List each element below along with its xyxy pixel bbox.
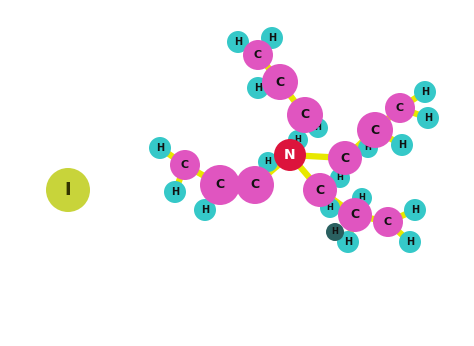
Circle shape — [287, 97, 323, 133]
Circle shape — [352, 188, 372, 208]
Text: H: H — [398, 140, 406, 150]
Text: H: H — [268, 33, 276, 43]
Circle shape — [262, 64, 298, 100]
Text: C: C — [340, 152, 349, 164]
Circle shape — [194, 199, 216, 221]
Circle shape — [373, 207, 403, 237]
Circle shape — [330, 168, 350, 188]
Text: H: H — [424, 113, 432, 123]
Text: H: H — [327, 203, 333, 212]
Circle shape — [288, 130, 308, 150]
Text: H: H — [411, 205, 419, 215]
Text: H: H — [254, 83, 262, 93]
Circle shape — [243, 40, 273, 70]
Text: N: N — [284, 148, 296, 162]
Text: H: H — [331, 228, 338, 237]
Text: H: H — [406, 237, 414, 247]
Circle shape — [391, 134, 413, 156]
Text: H: H — [365, 144, 372, 153]
Circle shape — [399, 231, 421, 253]
Circle shape — [326, 223, 344, 241]
Text: H: H — [421, 87, 429, 97]
Text: H: H — [156, 143, 164, 153]
Circle shape — [358, 138, 378, 158]
Text: H: H — [344, 237, 352, 247]
Circle shape — [338, 198, 372, 232]
Circle shape — [308, 118, 328, 138]
Circle shape — [200, 165, 240, 205]
Circle shape — [274, 139, 306, 171]
Circle shape — [261, 27, 283, 49]
Circle shape — [328, 141, 362, 175]
Text: C: C — [275, 75, 284, 89]
Text: H: H — [234, 37, 242, 47]
Circle shape — [337, 231, 359, 253]
Circle shape — [385, 93, 415, 123]
Circle shape — [417, 107, 439, 129]
Circle shape — [164, 181, 186, 203]
Text: C: C — [350, 209, 360, 221]
Text: C: C — [315, 183, 325, 197]
Text: H: H — [337, 173, 344, 182]
Text: H: H — [315, 124, 321, 133]
Text: C: C — [250, 179, 260, 191]
Text: C: C — [254, 50, 262, 60]
Circle shape — [357, 112, 393, 148]
Text: C: C — [216, 179, 225, 191]
Circle shape — [258, 152, 278, 172]
Text: C: C — [384, 217, 392, 227]
Circle shape — [303, 173, 337, 207]
Circle shape — [170, 150, 200, 180]
Text: H: H — [294, 136, 301, 145]
Text: H: H — [171, 187, 179, 197]
Circle shape — [149, 137, 171, 159]
Text: H: H — [264, 157, 272, 166]
Circle shape — [247, 77, 269, 99]
Text: H: H — [201, 205, 209, 215]
Circle shape — [404, 199, 426, 221]
Text: C: C — [396, 103, 404, 113]
Text: C: C — [181, 160, 189, 170]
Circle shape — [227, 31, 249, 53]
Text: C: C — [301, 109, 310, 121]
Circle shape — [46, 168, 90, 212]
Text: C: C — [371, 124, 380, 137]
Circle shape — [414, 81, 436, 103]
Text: I: I — [64, 181, 71, 199]
Circle shape — [236, 166, 274, 204]
Circle shape — [320, 198, 340, 218]
Text: H: H — [358, 193, 365, 202]
